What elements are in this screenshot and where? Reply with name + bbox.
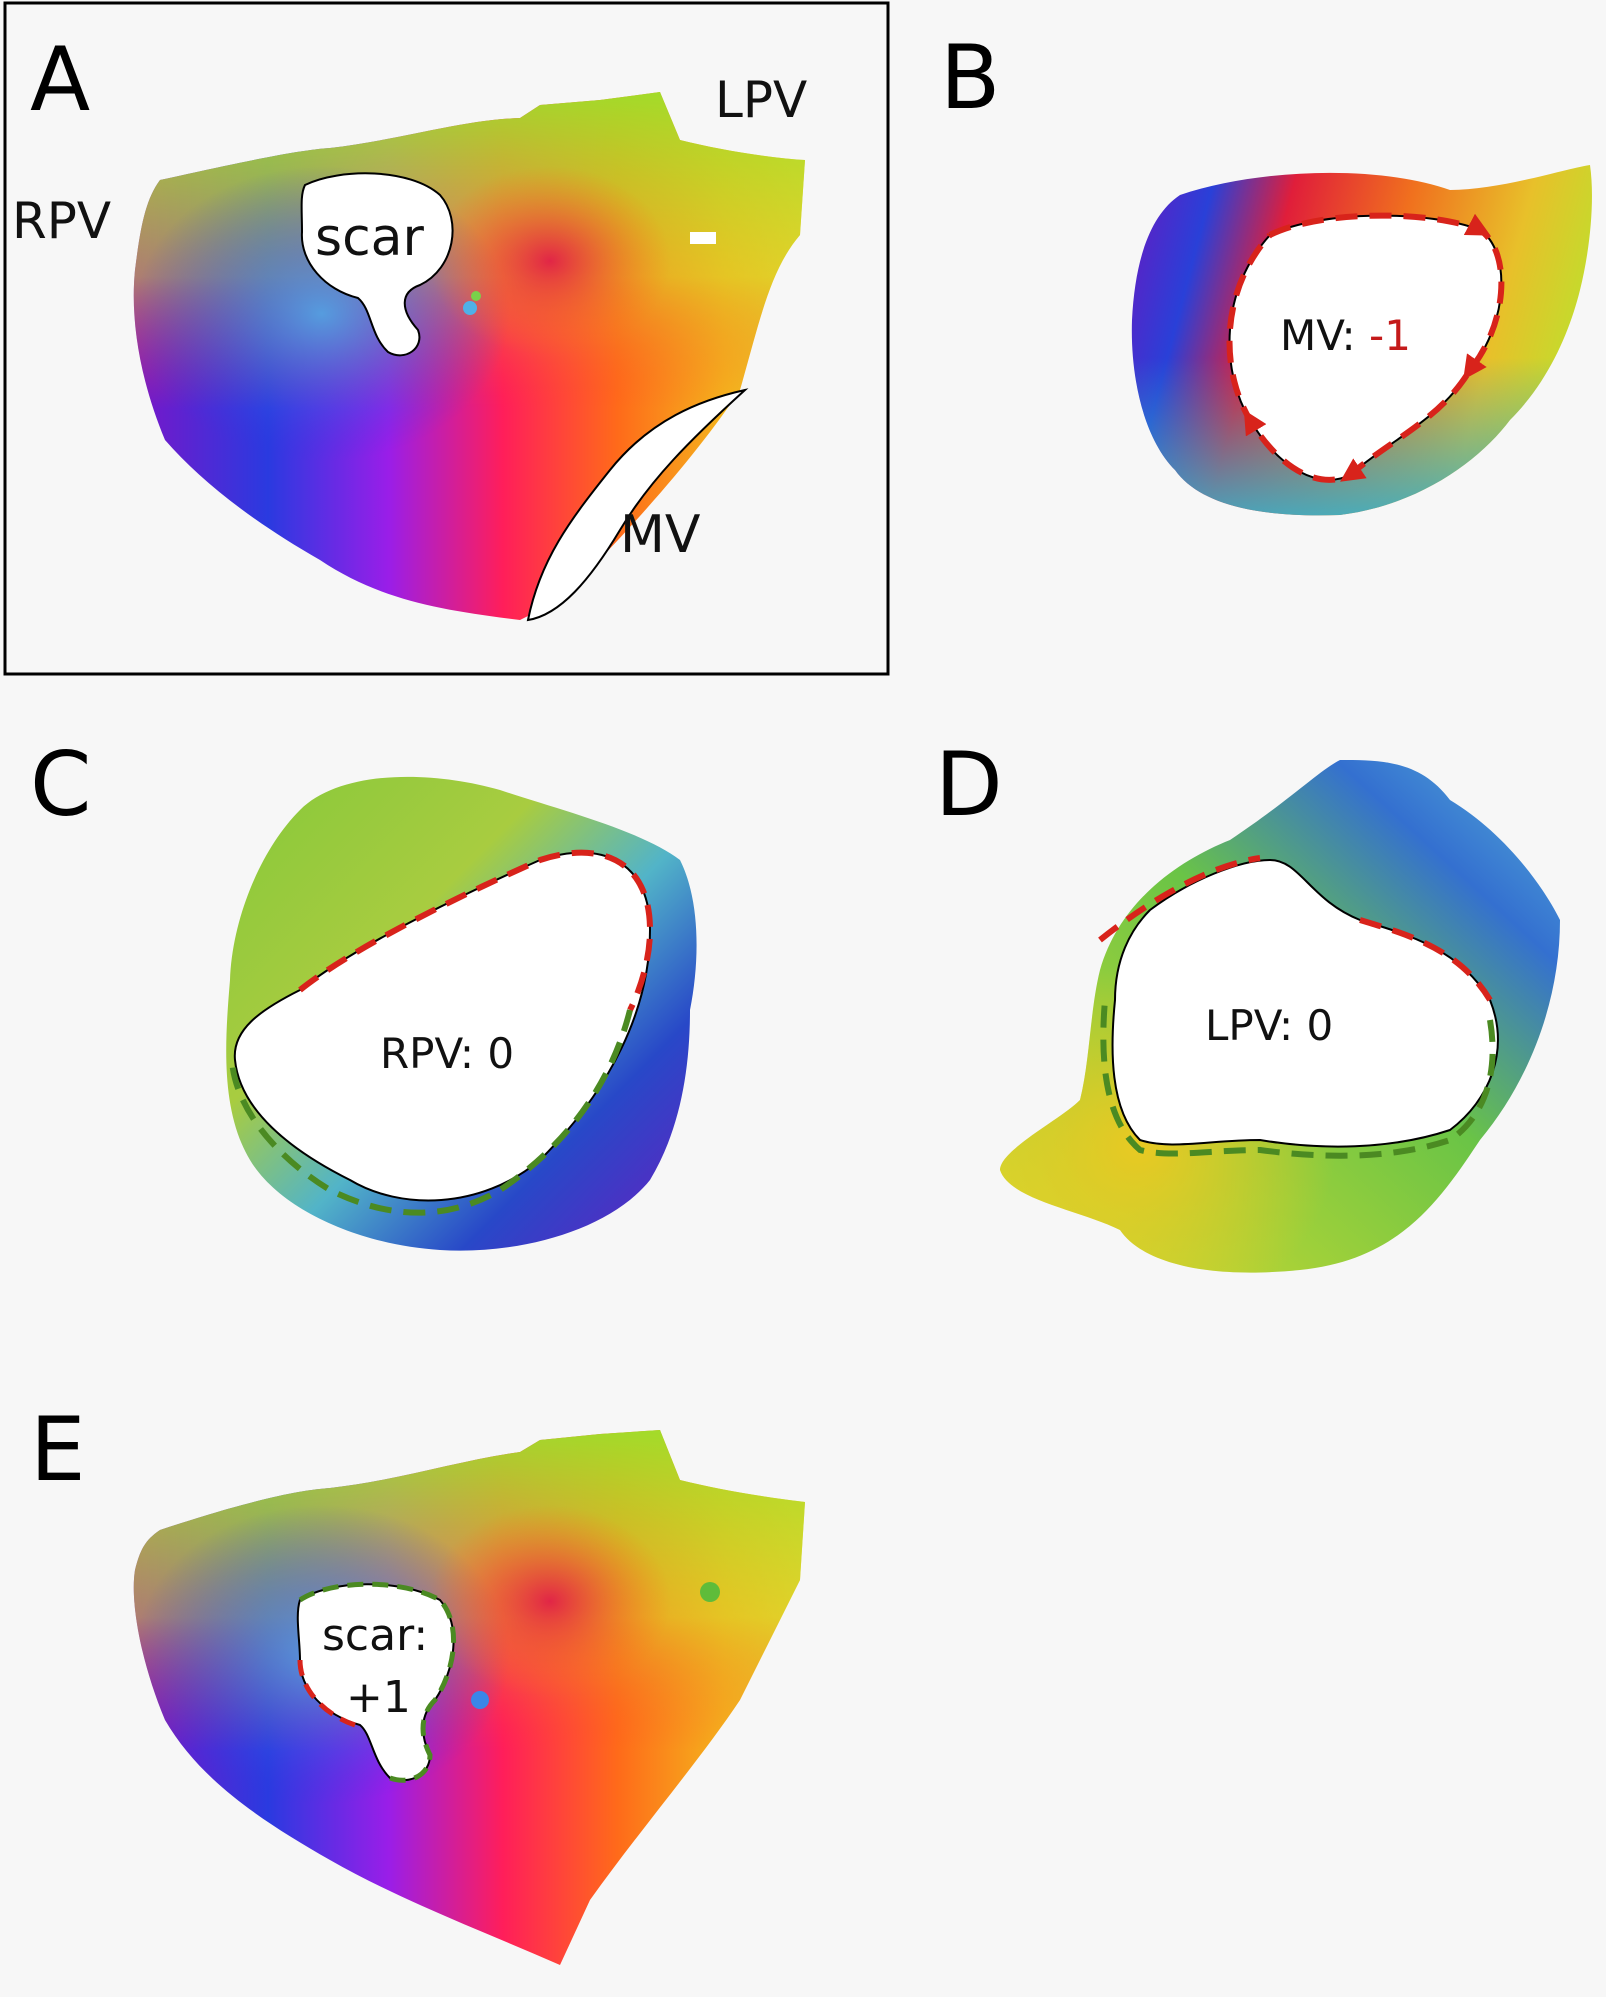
panel-a: A RPV LPV scar MV bbox=[3, 1, 890, 676]
mv-red-arrows-b bbox=[1226, 212, 1505, 483]
panel-e: E scar: +1 bbox=[30, 1398, 805, 1965]
rpv-red-arrows-c bbox=[298, 849, 654, 1012]
panel-letter-a: A bbox=[30, 28, 90, 131]
panel-letter-b: B bbox=[940, 26, 1000, 129]
lpv-count-label-d: LPV: 0 bbox=[1205, 1001, 1333, 1050]
scar-count-value-e: +1 bbox=[346, 1672, 411, 1723]
rpv-count-label-c: RPV: 0 bbox=[380, 1029, 514, 1078]
panel-a-frame bbox=[3, 1, 890, 676]
panel-b: B MV: -1 bbox=[940, 26, 1592, 516]
lpv-red-arrows-d bbox=[1098, 855, 1493, 1002]
rpv-label-a: RPV bbox=[12, 192, 111, 250]
scar-label-a: scar bbox=[315, 208, 425, 268]
lpv-label-a: LPV bbox=[715, 71, 807, 129]
lpv-opening-d bbox=[1111, 858, 1499, 1148]
mv-count-label-b: MV: -1 bbox=[1280, 311, 1411, 360]
panel-d: D LPV: 0 bbox=[935, 733, 1560, 1273]
mv-label-a: MV bbox=[620, 505, 701, 565]
lpv-green-arrows-d bbox=[1100, 999, 1496, 1159]
mv-opening-a bbox=[526, 388, 749, 622]
scar-count-label-e: scar: bbox=[322, 1610, 428, 1661]
panel-c: C RPV: 0 bbox=[30, 733, 697, 1251]
mv-count-value-b: -1 bbox=[1369, 311, 1411, 360]
scar-red-arrows-e bbox=[297, 1659, 356, 1728]
panel-letter-e: E bbox=[30, 1398, 86, 1501]
scar-hole-a bbox=[300, 172, 454, 357]
panel-letter-c: C bbox=[30, 733, 91, 836]
rpv-green-arrows-c bbox=[229, 1009, 633, 1216]
panel-letter-d: D bbox=[935, 733, 1003, 836]
mv-count-prefix-b: MV: bbox=[1280, 311, 1369, 360]
scar-hole-e bbox=[296, 1583, 455, 1782]
